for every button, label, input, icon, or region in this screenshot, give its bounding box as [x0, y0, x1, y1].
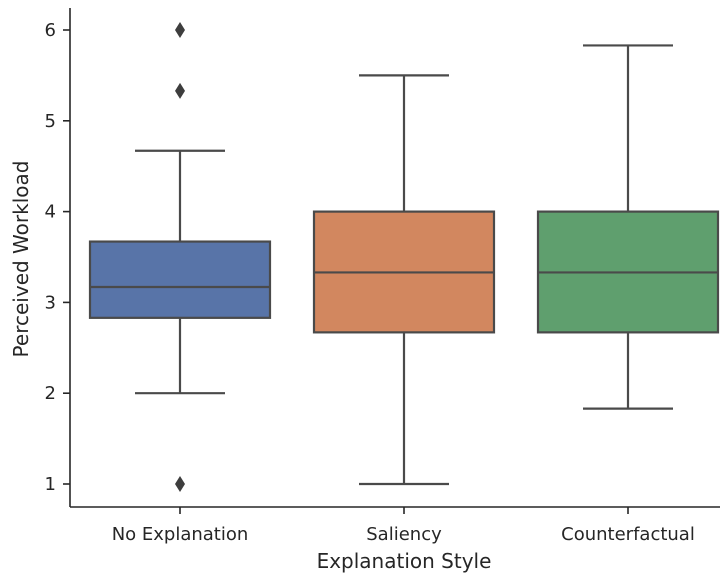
x-ticks: No Explanation Saliency Counterfactual [112, 507, 695, 545]
y-tick-label: 3 [45, 292, 56, 313]
axes [69, 8, 720, 508]
y-tick-label: 2 [45, 383, 56, 404]
x-tick-label: No Explanation [112, 524, 249, 545]
box-group [312, 74, 496, 486]
outlier-point [175, 82, 185, 99]
outlier-point [175, 22, 185, 38]
box-group [88, 22, 272, 492]
box-group [536, 44, 720, 410]
y-tick-label: 5 [45, 111, 56, 132]
y-tick-label: 6 [45, 20, 56, 41]
outlier-point [175, 476, 185, 492]
x-tick-label: Saliency [366, 524, 442, 545]
x-axis-title: Explanation Style [317, 549, 492, 573]
y-tick-label: 4 [45, 202, 56, 223]
x-tick-label: Counterfactual [561, 524, 695, 545]
plot-area [88, 22, 720, 492]
y-tick-label: 1 [45, 474, 56, 495]
box [88, 240, 272, 319]
y-ticks: 1 2 3 4 5 6 [45, 20, 70, 495]
y-axis-title: Perceived Workload [9, 161, 33, 358]
